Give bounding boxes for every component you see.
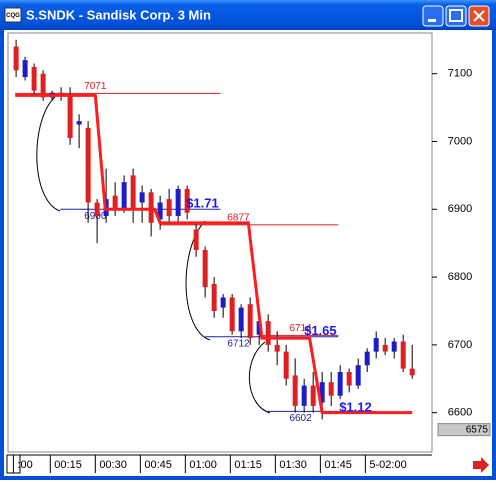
level-label: 6602 (289, 413, 312, 424)
candle-body (202, 249, 208, 288)
candle-body (382, 344, 388, 352)
candle-body (121, 182, 127, 210)
y-tick-label: 7000 (448, 135, 472, 147)
candle-body (400, 341, 406, 369)
candle-body (229, 297, 235, 332)
minimize-icon (428, 19, 436, 22)
x-tick-label: 00:15 (54, 459, 82, 471)
candle-body (355, 365, 361, 386)
candle-body (373, 338, 379, 352)
candle-body (193, 229, 199, 250)
y-tick-label: 6600 (448, 407, 472, 419)
candle-body (265, 321, 271, 345)
candle-body (409, 368, 415, 376)
candle-body (94, 202, 100, 217)
candle-body (130, 175, 136, 210)
swing-arc (36, 96, 61, 212)
x-tick-label: 00:30 (99, 459, 127, 471)
candle-body (184, 188, 190, 213)
last-price-label: 6575 (466, 424, 489, 435)
minimize-button[interactable] (422, 5, 444, 27)
candle-body (175, 188, 181, 217)
x-tick-label: 5-02:00 (369, 459, 406, 471)
app-icon-text: CQG (6, 13, 20, 19)
y-tick-label: 6700 (448, 339, 472, 351)
candle-body (310, 385, 316, 406)
candle-body (337, 371, 343, 396)
candle-body (391, 341, 397, 352)
y-tick-label: 6800 (448, 271, 472, 283)
close-icon (473, 10, 485, 22)
candle-body (364, 351, 370, 366)
candle-body (238, 307, 244, 332)
level-label: 6714 (289, 323, 312, 334)
y-tick-label: 7100 (448, 68, 472, 80)
stop-line (15, 93, 413, 415)
candle-body (346, 371, 352, 386)
candle-body (76, 121, 82, 125)
candle-body (22, 60, 28, 78)
x-tick-label: 01:30 (279, 459, 307, 471)
x-tick-label: 00:45 (144, 459, 172, 471)
profit-label: $1.12 (339, 399, 372, 414)
profit-label: $1.65 (304, 323, 337, 338)
candle-body (292, 375, 298, 406)
x-tick-label: 01:00 (189, 459, 217, 471)
candle-body (274, 344, 280, 352)
candle-body (67, 94, 73, 139)
level-label: 7071 (84, 81, 107, 92)
chart: 6600 6700 6800 6900 7000 7100 :00 00:15 00:30 00:… (12, 39, 491, 473)
x-tick-label: :00 (17, 459, 32, 471)
title-bar (0, 0, 496, 30)
level-label: 6877 (227, 213, 250, 224)
profit-label: $1.71 (186, 195, 219, 210)
window-title: S.SNDK - Sandisk Corp. 3 Min (26, 7, 211, 22)
candle-body (13, 46, 19, 71)
candle-body (220, 297, 226, 308)
app-icon (4, 7, 22, 23)
candle-body (247, 304, 253, 339)
candle-body (139, 192, 145, 203)
candle-body (328, 382, 334, 396)
candle-body (40, 73, 46, 98)
swing-arc (248, 341, 271, 414)
last-price-box (437, 423, 491, 437)
y-tick-label: 6900 (448, 203, 472, 215)
candle-body (157, 202, 163, 220)
x-tick-label: 01:15 (234, 459, 262, 471)
candle-body (148, 192, 154, 223)
candle-body (166, 199, 172, 217)
candle-body (283, 351, 289, 379)
candle-body (112, 195, 118, 210)
candle-body (85, 127, 91, 203)
plot-area (7, 32, 433, 453)
candle-body (301, 385, 307, 406)
candle-body (211, 283, 217, 311)
scroll-arrow[interactable] (473, 457, 489, 473)
level-label: 6712 (227, 338, 250, 349)
level-label: 6900 (84, 211, 107, 222)
x-tick-label: 01:45 (324, 459, 352, 471)
candle-body (319, 382, 325, 403)
maximize-icon (449, 9, 463, 22)
candle-body (31, 66, 37, 91)
